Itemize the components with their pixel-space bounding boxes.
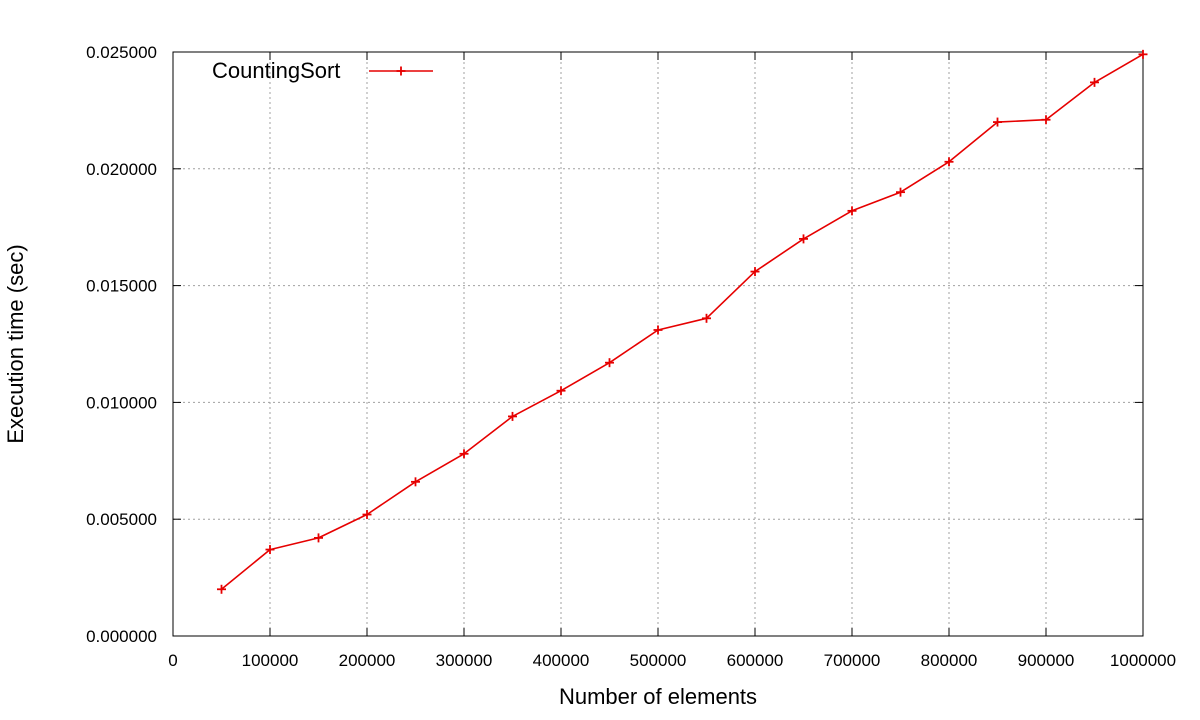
data-point <box>1041 115 1051 125</box>
y-tick-label: 0.015000 <box>86 277 157 296</box>
data-point <box>459 449 469 459</box>
series-line <box>220 53 1144 590</box>
x-tick-label: 800000 <box>921 651 978 670</box>
x-tick-label: 900000 <box>1018 651 1075 670</box>
x-tick-label: 300000 <box>436 651 493 670</box>
x-tick-label: 700000 <box>824 651 881 670</box>
data-point <box>411 477 420 487</box>
data-point <box>217 584 226 594</box>
y-tick-label: 0.010000 <box>86 393 157 412</box>
data-point <box>508 411 517 421</box>
data-point <box>605 358 614 368</box>
data-point <box>896 187 905 197</box>
data-point <box>1090 77 1099 87</box>
legend-line-sample <box>369 66 433 76</box>
data-point <box>556 386 566 396</box>
y-tick-labels: 0.000000 0.005000 0.010000 0.015000 0.020000… <box>86 43 157 646</box>
series-layer <box>217 49 1148 594</box>
data-point <box>702 313 711 323</box>
data-point <box>362 510 372 520</box>
data-point <box>1138 49 1148 59</box>
data-point <box>653 325 663 335</box>
x-tick-label: 600000 <box>727 651 784 670</box>
data-point <box>847 206 857 216</box>
y-axis-title: Execution time (sec) <box>3 244 28 443</box>
x-tick-label: 100000 <box>242 651 299 670</box>
y-tick-label: 0.025000 <box>86 43 157 62</box>
grid-lines <box>173 52 1143 636</box>
y-tick-label: 0.005000 <box>86 510 157 529</box>
x-tick-labels: 0 100000 200000 300000 400000 500000 600000 700… <box>168 651 1176 670</box>
legend-label-countingsort: CountingSort <box>212 58 340 83</box>
data-point <box>944 157 954 167</box>
data-point <box>993 117 1002 127</box>
tick-marks <box>172 51 1144 637</box>
data-point <box>799 234 808 244</box>
data-point <box>265 545 275 555</box>
y-tick-label: 0.000000 <box>86 627 157 646</box>
x-tick-label: 500000 <box>630 651 687 670</box>
x-tick-label: 200000 <box>339 651 396 670</box>
legend: CountingSort <box>212 58 433 83</box>
data-point <box>314 533 323 543</box>
data-point <box>750 267 760 277</box>
y-tick-label: 0.020000 <box>86 160 157 179</box>
x-axis-title: Number of elements <box>559 684 757 709</box>
x-tick-label: 400000 <box>533 651 590 670</box>
x-tick-label: 0 <box>168 651 177 670</box>
x-tick-label: 1000000 <box>1110 651 1176 670</box>
